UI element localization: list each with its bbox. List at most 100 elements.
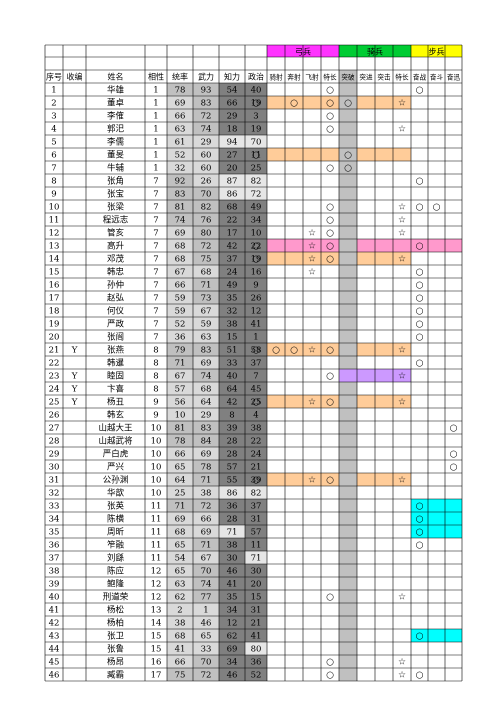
stat-cell bbox=[193, 291, 219, 304]
affinity-value: 7 bbox=[153, 320, 158, 330]
skill-mark: ☆ bbox=[398, 255, 406, 265]
stat-value: 83 bbox=[201, 424, 212, 434]
stat-cell bbox=[219, 200, 245, 213]
stat-value: 66 bbox=[175, 450, 186, 460]
stat-cell bbox=[167, 187, 193, 200]
stat-cell bbox=[245, 135, 267, 148]
affinity-value: 9 bbox=[153, 411, 158, 421]
stat-value: 65 bbox=[175, 567, 186, 577]
skill-mark: ○ bbox=[416, 515, 424, 525]
officer-name: 严白虎 bbox=[103, 449, 129, 460]
stat-cell bbox=[219, 148, 245, 161]
stat-value: 69 bbox=[175, 229, 186, 239]
stat-cell bbox=[167, 330, 193, 343]
stat-cell bbox=[193, 538, 219, 551]
stat-cell bbox=[167, 473, 193, 486]
stat-value: 75 bbox=[175, 671, 186, 681]
row-number: 46 bbox=[49, 671, 60, 681]
stat-value: 33 bbox=[201, 645, 212, 655]
stat-value: 60 bbox=[201, 151, 212, 161]
stat-cell bbox=[167, 512, 193, 525]
stat-value: 32 bbox=[175, 164, 186, 174]
stat-cell bbox=[219, 330, 245, 343]
stat-cell bbox=[167, 603, 193, 616]
officer-name: 张角 bbox=[107, 176, 124, 187]
officer-name: 牛辅 bbox=[107, 163, 125, 174]
stat-cell bbox=[245, 434, 267, 447]
affinity-value: 7 bbox=[153, 177, 158, 187]
stat-cell bbox=[167, 525, 193, 538]
affinity-value: 7 bbox=[153, 255, 158, 265]
stat-cell bbox=[245, 96, 267, 109]
stat-cell bbox=[219, 187, 245, 200]
stat-value: 54 bbox=[175, 554, 186, 564]
skill-mark: ○ bbox=[416, 307, 424, 317]
skill-mark: ○ bbox=[416, 281, 424, 291]
stat-cell bbox=[167, 434, 193, 447]
stat-cell bbox=[219, 96, 245, 109]
skill-mark: ☆ bbox=[398, 372, 406, 382]
column-header: 突破 bbox=[341, 73, 355, 82]
stat-cell bbox=[167, 395, 193, 408]
officer-name: 张闿 bbox=[107, 333, 124, 343]
row-highlight bbox=[411, 239, 462, 252]
stat-value: 46 bbox=[227, 671, 238, 681]
stat-cell bbox=[193, 161, 219, 174]
affinity-value: 1 bbox=[153, 151, 158, 161]
skill-mark: ☆ bbox=[308, 268, 316, 278]
row-number: 10 bbox=[49, 203, 60, 213]
row-number: 2 bbox=[51, 99, 56, 109]
stat-value: 94 bbox=[227, 138, 238, 148]
stat-value: 45 bbox=[251, 385, 262, 395]
affinity-value: 7 bbox=[153, 216, 158, 226]
stat-value: 71 bbox=[175, 359, 186, 369]
stat-value: 71 bbox=[201, 476, 212, 486]
stat-value: 17 bbox=[227, 229, 238, 239]
stat-cell bbox=[245, 265, 267, 278]
officer-name: 杨丑 bbox=[107, 397, 125, 408]
officer-name: 公孙渊 bbox=[103, 475, 129, 486]
stat-value: 36 bbox=[251, 658, 262, 668]
stat-cell bbox=[219, 317, 245, 330]
stat-value: 25 bbox=[175, 489, 186, 499]
stat-value: 84 bbox=[201, 437, 212, 447]
stat-cell bbox=[219, 629, 245, 642]
skill-mark: ○ bbox=[416, 671, 424, 681]
column-header: 姓名 bbox=[108, 72, 124, 82]
stat-cell bbox=[219, 252, 245, 265]
affinity-value: 8 bbox=[153, 385, 158, 395]
affinity-value: 17 bbox=[151, 671, 162, 681]
affinity-value: 9 bbox=[153, 398, 158, 408]
column-header: 特长 bbox=[395, 73, 409, 82]
stat-value: 70 bbox=[251, 138, 262, 148]
stat-cell bbox=[167, 317, 193, 330]
skill-mark: ☆ bbox=[308, 229, 316, 239]
stat-cell bbox=[167, 668, 193, 681]
skill-mark: ○ bbox=[326, 203, 334, 213]
stat-value: 65 bbox=[201, 632, 212, 642]
stat-cell bbox=[193, 421, 219, 434]
skill-mark: ☆ bbox=[398, 593, 406, 603]
stat-cell bbox=[245, 317, 267, 330]
stat-value: 38 bbox=[201, 489, 212, 499]
stat-value: 66 bbox=[175, 112, 186, 122]
stat-cell bbox=[245, 642, 267, 655]
group-header-2 bbox=[411, 45, 462, 57]
stat-value: 69 bbox=[201, 450, 212, 460]
affinity-value: 10 bbox=[151, 489, 162, 499]
stat-cell bbox=[167, 629, 193, 642]
officer-name: 臧霸 bbox=[107, 670, 124, 681]
stat-cell bbox=[193, 96, 219, 109]
stat-cell bbox=[219, 499, 245, 512]
stat-value: 19 bbox=[251, 99, 262, 109]
stat-value: 86 bbox=[227, 489, 238, 499]
skill-mark: ○ bbox=[416, 632, 424, 642]
skill-mark: ☆ bbox=[398, 398, 406, 408]
breakthrough-cell bbox=[339, 395, 357, 408]
skill-mark: ○ bbox=[290, 346, 298, 356]
stat-cell bbox=[167, 174, 193, 187]
row-number: 23 bbox=[49, 372, 60, 382]
affinity-value: 1 bbox=[153, 99, 158, 109]
stat-value: 49 bbox=[251, 203, 262, 213]
